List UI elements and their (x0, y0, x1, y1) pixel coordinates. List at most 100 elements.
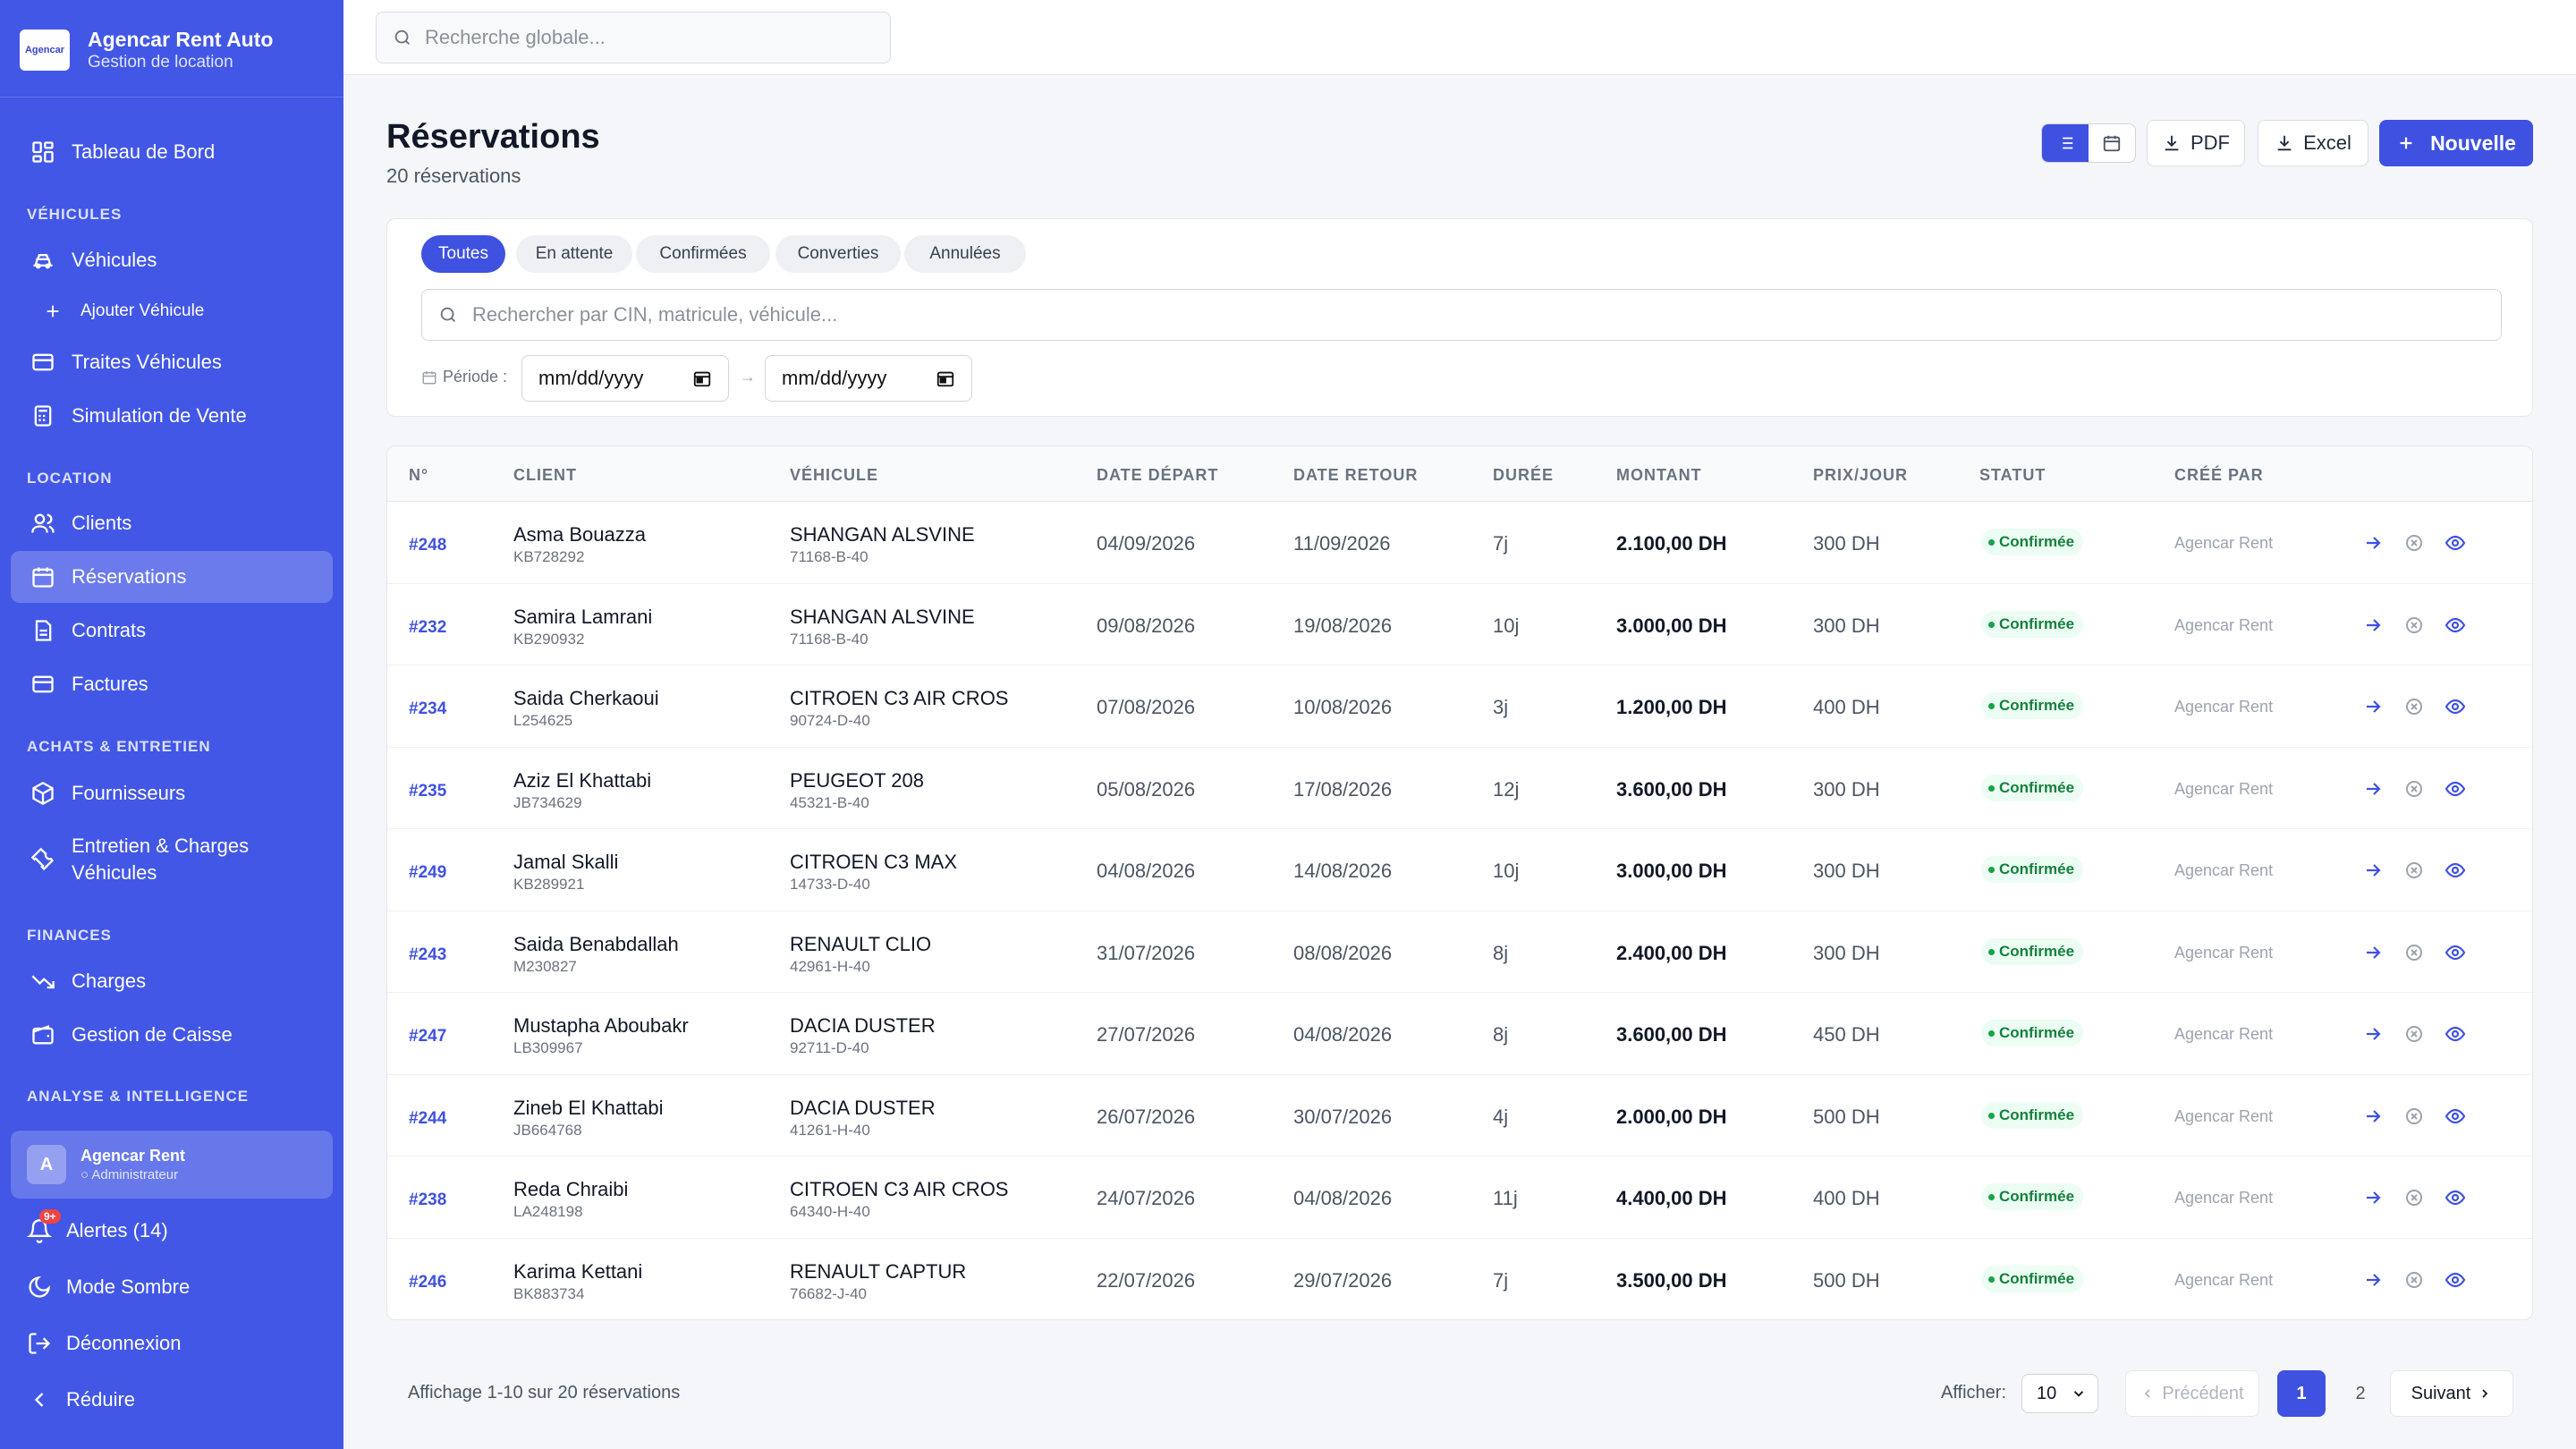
table-row[interactable]: #243 Saida Benabdallah M230827 RENAULT CLIO… (387, 911, 2532, 993)
convert-arrow-icon[interactable] (2362, 1269, 2384, 1291)
next-page-button[interactable]: Suivant (2390, 1370, 2513, 1417)
convert-arrow-icon[interactable] (2362, 942, 2384, 963)
client-name: Zineb El Khattabi (513, 1096, 664, 1119)
convert-arrow-icon[interactable] (2362, 614, 2384, 636)
convert-arrow-icon[interactable] (2362, 696, 2384, 717)
end-date: 04/08/2026 (1293, 1023, 1393, 1046)
convert-arrow-icon[interactable] (2362, 778, 2384, 800)
table-row[interactable]: #234 Saida Cherkaoui L254625 CITROEN C3 AIR… (387, 665, 2532, 748)
date-from-input[interactable]: mm/dd/yyyy (521, 355, 729, 402)
export-excel-button[interactable]: Excel (2258, 120, 2368, 166)
status-badge: Confirmée (1981, 856, 2084, 883)
sidebar-item-dashboard[interactable]: Tableau de Bord (11, 126, 333, 178)
filter-tab-confirmed[interactable]: Confirmées (636, 235, 770, 273)
amount: 2.100,00 DH (1616, 532, 1727, 555)
date-to-input[interactable]: mm/dd/yyyy (765, 355, 972, 402)
sidebar-item-suppliers[interactable]: Fournisseurs (11, 767, 333, 819)
convert-arrow-icon[interactable] (2362, 532, 2384, 554)
start-date: 05/08/2026 (1097, 777, 1196, 801)
brand[interactable]: Agencar Agencar Rent Auto Gestion de loc… (20, 27, 273, 73)
view-eye-icon[interactable] (2445, 860, 2466, 881)
cancel-icon[interactable] (2403, 1269, 2425, 1291)
reservation-number[interactable]: #247 (409, 1027, 447, 1046)
cancel-icon[interactable] (2403, 1187, 2425, 1208)
cancel-icon[interactable] (2403, 532, 2425, 554)
vehicle-name: CITROEN C3 MAX (790, 851, 958, 873)
new-reservation-button[interactable]: Nouvelle (2379, 120, 2533, 166)
view-eye-icon[interactable] (2445, 1106, 2466, 1127)
sidebar-item-charges[interactable]: Charges (11, 955, 333, 1007)
cancel-icon[interactable] (2403, 860, 2425, 881)
collapse-button[interactable]: Réduire (27, 1387, 135, 1412)
calendar-view-button[interactable] (2089, 124, 2135, 162)
sidebar-item-vehicles[interactable]: Véhicules (11, 234, 333, 286)
reservation-number[interactable]: #246 (409, 1272, 447, 1292)
table-row[interactable]: #244 Zineb El Khattabi JB664768 DACIA DUSTE… (387, 1075, 2532, 1157)
reservation-number[interactable]: #232 (409, 617, 447, 637)
view-eye-icon[interactable] (2445, 614, 2466, 636)
dark-mode-button[interactable]: Mode Sombre (27, 1275, 190, 1300)
sidebar-item-add-vehicle[interactable]: Ajouter Véhicule (11, 291, 333, 332)
view-eye-icon[interactable] (2445, 1269, 2466, 1291)
cancel-icon[interactable] (2403, 778, 2425, 800)
convert-arrow-icon[interactable] (2362, 1023, 2384, 1045)
page-1-button[interactable]: 1 (2277, 1370, 2326, 1417)
sidebar-item-clients[interactable]: Clients (11, 497, 333, 549)
logout-button[interactable]: Déconnexion (27, 1331, 181, 1356)
reservation-search-input[interactable] (472, 303, 2440, 326)
vehicle-name: SHANGAN ALSVINE (790, 523, 975, 546)
convert-arrow-icon[interactable] (2362, 860, 2384, 881)
table-row[interactable]: #238 Reda Chraibi LA248198 CITROEN C3 AIR C… (387, 1157, 2532, 1239)
reservation-number[interactable]: #238 (409, 1191, 447, 1209)
view-eye-icon[interactable] (2445, 1023, 2466, 1045)
global-search-input[interactable] (425, 26, 872, 49)
per-page-select[interactable]: 10 (2021, 1374, 2098, 1413)
view-eye-icon[interactable] (2445, 532, 2466, 554)
cancel-icon[interactable] (2403, 696, 2425, 717)
view-eye-icon[interactable] (2445, 942, 2466, 963)
table-row[interactable]: #232 Samira Lamrani KB290932 SHANGAN ALSVIN… (387, 584, 2532, 665)
sidebar-item-traites[interactable]: Traites Véhicules (11, 336, 333, 388)
vehicle-plate: 42961-H-40 (790, 957, 870, 975)
filter-tab-converted[interactable]: Converties (775, 235, 901, 273)
view-eye-icon[interactable] (2445, 696, 2466, 717)
view-eye-icon[interactable] (2445, 778, 2466, 800)
list-view-button[interactable] (2042, 124, 2089, 162)
cancel-icon[interactable] (2403, 1106, 2425, 1127)
reservation-number[interactable]: #243 (409, 945, 447, 964)
cancel-icon[interactable] (2403, 942, 2425, 963)
view-eye-icon[interactable] (2445, 1187, 2466, 1208)
brand-title: Agencar Rent Auto (88, 28, 274, 51)
sidebar-item-contracts[interactable]: Contrats (11, 605, 333, 657)
page-2-button[interactable]: 2 (2355, 1383, 2366, 1403)
sidebar-item-reservations[interactable]: Réservations (11, 551, 333, 603)
table-row[interactable]: #235 Aziz El Khattabi JB734629 PEUGEOT 208 4… (387, 748, 2532, 829)
table-row[interactable]: #249 Jamal Skalli KB289921 CITROEN C3 MAX 14… (387, 829, 2532, 911)
sidebar-item-label: Clients (72, 512, 132, 534)
filter-tab-pending[interactable]: En attente (516, 235, 632, 273)
export-pdf-button[interactable]: PDF (2147, 120, 2245, 166)
global-search[interactable] (376, 12, 891, 64)
user-card[interactable]: A Agencar Rent ○ Administrateur (11, 1131, 333, 1199)
sidebar-item-maintenance[interactable]: Entretien & Charges Véhicules (11, 828, 333, 891)
reservation-number[interactable]: #234 (409, 699, 447, 718)
table-row[interactable]: #246 Karima Kettani BK883734 RENAULT CAPTUR… (387, 1239, 2532, 1320)
convert-arrow-icon[interactable] (2362, 1106, 2384, 1127)
alerts-button[interactable]: 9+ Alertes (14) (27, 1209, 168, 1243)
filter-tab-all[interactable]: Toutes (421, 235, 505, 273)
sidebar-item-cash[interactable]: Gestion de Caisse (11, 1009, 333, 1061)
table-row[interactable]: #248 Asma Bouazza KB728292 SHANGAN ALSVINE 7… (387, 502, 2532, 584)
filter-tab-cancelled[interactable]: Annulées (904, 235, 1026, 273)
table-row[interactable]: #247 Mustapha Aboubakr LB309967 DACIA DUSTE… (387, 993, 2532, 1075)
reservation-number[interactable]: #244 (409, 1108, 447, 1128)
reservation-search[interactable] (421, 289, 2502, 341)
reservation-number[interactable]: #235 (409, 781, 447, 801)
sidebar-item-invoices[interactable]: Factures (11, 658, 333, 710)
reservation-number[interactable]: #248 (409, 536, 447, 555)
reservation-number[interactable]: #249 (409, 863, 447, 882)
previous-page-button[interactable]: Précédent (2125, 1370, 2259, 1417)
cancel-icon[interactable] (2403, 614, 2425, 636)
convert-arrow-icon[interactable] (2362, 1187, 2384, 1208)
sidebar-item-simulation[interactable]: Simulation de Vente (11, 390, 333, 442)
cancel-icon[interactable] (2403, 1023, 2425, 1045)
